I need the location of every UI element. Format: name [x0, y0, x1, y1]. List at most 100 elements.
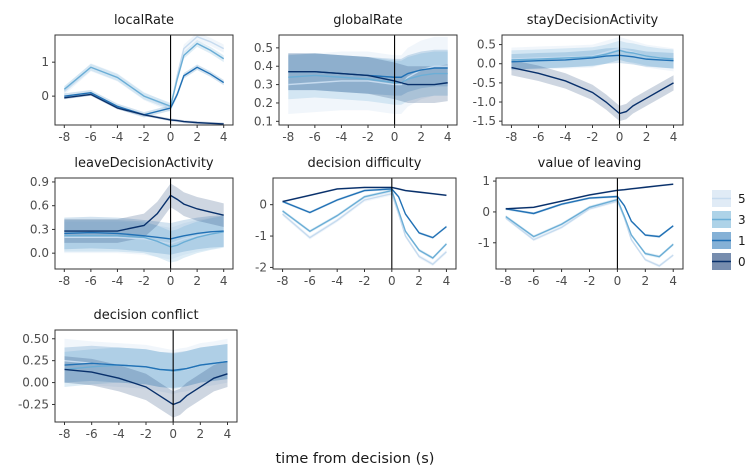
y-tick-label: -2 — [255, 260, 267, 274]
y-tick-label: -0.5 — [473, 76, 496, 90]
y-tick-label: 0.6 — [30, 199, 49, 213]
y-tick-label: -0.25 — [18, 397, 49, 411]
series-line-0 — [282, 186, 447, 203]
y-tick-label: 0 — [41, 89, 49, 103]
series-band-1 — [505, 195, 674, 238]
panel-title: value of leaving — [538, 156, 642, 171]
x-tick-label: 0 — [616, 130, 624, 144]
x-tick-label: 2 — [643, 130, 651, 144]
x-tick-label: 0 — [614, 274, 622, 288]
plot-area — [63, 35, 225, 125]
panel-title: leaveDecisionActivity — [74, 156, 214, 171]
y-tick-label: 0.3 — [254, 78, 273, 92]
x-tick-label: 0 — [167, 274, 175, 288]
plot-area — [64, 183, 224, 263]
x-tick-label: -6 — [528, 274, 540, 288]
legend-label-1: 1 — [738, 234, 746, 248]
x-tick-label: 4 — [443, 274, 451, 288]
panel-title: decision difficulty — [308, 156, 422, 171]
series-line-5 — [282, 192, 447, 266]
series-band-0 — [288, 53, 448, 103]
series-band-3 — [511, 40, 674, 70]
legend-label-5: 5 — [738, 192, 746, 206]
plot-area — [288, 36, 448, 114]
x-tick-label: 2 — [193, 130, 201, 144]
plot-area — [282, 186, 447, 267]
panel: localRate -8 -6 -4 -2 0 2 4 0 1 — [41, 13, 234, 144]
panel: leaveDecisionActivity -8 -6 -4 -2 0 2 4 0.9 0.6 0.… — [30, 156, 234, 288]
legend-label-0: 0 — [738, 255, 746, 269]
x-tick-label: -8 — [277, 274, 289, 288]
series-line-0 — [64, 93, 224, 125]
x-tick-label: -2 — [140, 427, 152, 441]
series-band-5 — [511, 36, 674, 72]
series-line-3 — [282, 189, 447, 259]
x-tick-label: -6 — [85, 274, 97, 288]
x-tick-label: 0 — [167, 130, 175, 144]
y-tick-label: 0.25 — [22, 354, 49, 368]
y-tick-label: 0.0 — [477, 57, 496, 71]
panel-title: decision conflict — [93, 308, 198, 323]
y-tick-label: -1.0 — [473, 95, 496, 109]
series-band-0 — [64, 183, 224, 243]
panel: decision difficulty -8 -6 -4 -2 0 2 4 0 -1 -2 — [255, 156, 457, 288]
legend-label-3: 3 — [738, 213, 746, 227]
series-band-0 — [511, 59, 674, 122]
y-tick-label: 0.5 — [477, 38, 496, 52]
x-tick-label: 2 — [197, 427, 205, 441]
plot-area — [505, 183, 674, 268]
x-tick-label: -8 — [282, 130, 294, 144]
y-tick-label: 0.9 — [30, 175, 49, 189]
y-tick-label: 0.5 — [254, 41, 273, 55]
y-tick-label: 0.3 — [30, 222, 49, 236]
x-tick-label: -6 — [304, 274, 316, 288]
series-line-0 — [288, 71, 448, 86]
series-line-1 — [282, 188, 447, 239]
series-line-3 — [288, 72, 448, 84]
x-tick-label: 4 — [444, 130, 452, 144]
x-tick-label: 2 — [642, 274, 650, 288]
x-tick-label: -4 — [560, 130, 572, 144]
y-tick-label: 0.0 — [30, 246, 49, 260]
x-tick-label: 2 — [415, 274, 423, 288]
x-tick-label: 4 — [224, 427, 232, 441]
y-tick-label: 0.2 — [254, 96, 273, 110]
panel-title: globalRate — [333, 13, 402, 28]
x-tick-label: -4 — [556, 274, 568, 288]
series-line-1 — [505, 195, 674, 238]
x-tick-label: -6 — [85, 130, 97, 144]
x-tick-label: -4 — [111, 274, 123, 288]
x-tick-label: 2 — [417, 130, 425, 144]
y-tick-label: 0.1 — [254, 114, 273, 128]
x-tick-label: -2 — [587, 130, 599, 144]
x-tick-label: 0 — [391, 130, 399, 144]
y-tick-label: -1 — [478, 236, 490, 250]
plot-area — [64, 338, 228, 418]
x-tick-label: -6 — [309, 130, 321, 144]
panel-grid: localRate -8 -6 -4 -2 0 2 4 0 1 globalRate -8 -6 -4 -2… — [18, 13, 684, 441]
x-tick-label: -2 — [362, 130, 374, 144]
x-tick-label: -2 — [359, 274, 371, 288]
x-tick-label: -4 — [331, 274, 343, 288]
panel: globalRate -8 -6 -4 -2 0 2 4 0.1 0.2 0.3 0.4 0.5 — [254, 13, 458, 144]
series-band-3 — [288, 51, 448, 105]
x-tick-label: 0 — [388, 274, 396, 288]
x-tick-label: 4 — [220, 130, 228, 144]
panel: decision conflict -8 -6 -4 -2 0 2 4 0.50 0.25 0.00… — [18, 308, 238, 441]
x-tick-label: 4 — [670, 130, 678, 144]
x-tick-label: -6 — [532, 130, 544, 144]
x-tick-label: -4 — [113, 427, 125, 441]
series-band-3 — [64, 40, 224, 110]
series-line-5 — [288, 65, 448, 86]
plot-area — [511, 36, 674, 122]
legend: 5 3 1 0 — [712, 190, 746, 270]
x-tick-label: 0 — [169, 427, 177, 441]
panel: stayDecisionActivity -8 -6 -4 -2 0 2 4 0.5 0.0 -0.… — [473, 13, 684, 144]
x-tick-label: -8 — [505, 130, 517, 144]
x-tick-label: 4 — [669, 274, 677, 288]
x-tick-label: -2 — [138, 274, 150, 288]
series-band-1 — [64, 215, 224, 255]
series-line-3 — [63, 42, 225, 108]
y-tick-label: 0.50 — [22, 332, 49, 346]
